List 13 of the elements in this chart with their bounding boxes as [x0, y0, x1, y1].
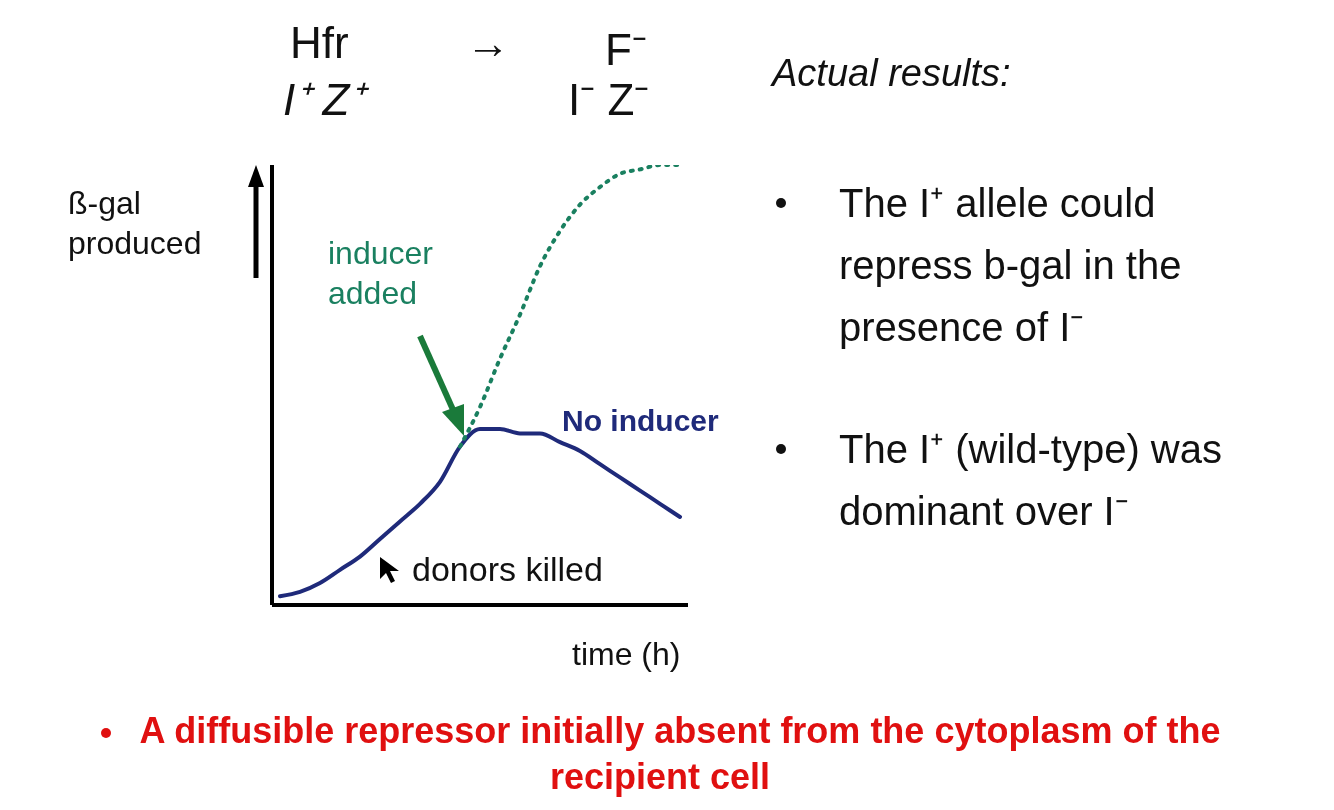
- text: Actual results:: [772, 52, 1011, 94]
- annotation: donors killed: [412, 550, 603, 588]
- x-axis-title: time (h): [572, 636, 681, 673]
- text: A diffusible repressor initially absent from the cytoplasm of the recipient cell: [139, 710, 1221, 797]
- annotation: inducer added: [328, 235, 433, 311]
- text: The I⁺ (wild-type) was dominant over I⁻: [839, 427, 1222, 533]
- series-label: No inducer: [562, 404, 719, 438]
- text: Hfr: [290, 18, 349, 67]
- text: →: [466, 18, 510, 67]
- y-axis-title: ß-gal produced: [68, 184, 203, 263]
- text: I⁻ Z⁻: [568, 75, 650, 124]
- text: The I⁺ allele could repress b-gal in the presence of I⁻: [839, 181, 1182, 349]
- text: F⁻: [605, 25, 647, 74]
